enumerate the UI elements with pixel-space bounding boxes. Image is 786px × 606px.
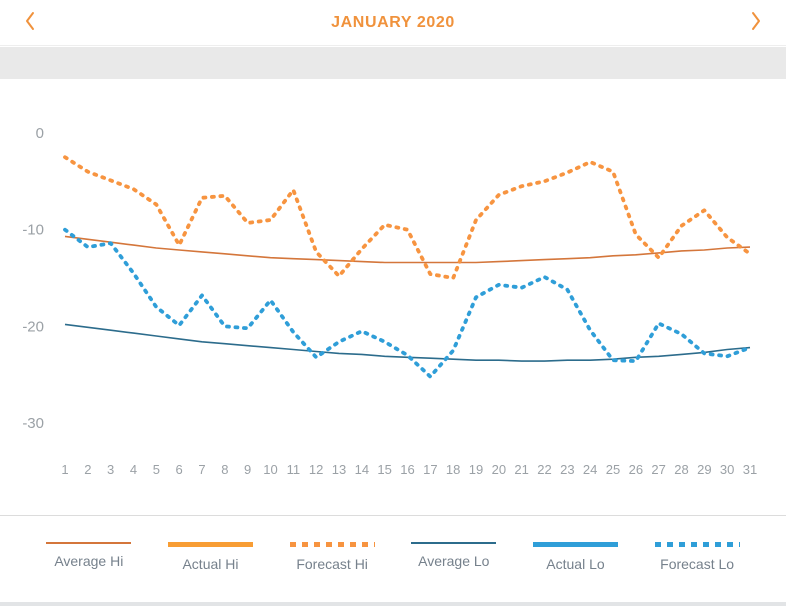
page-title: JANUARY 2020 bbox=[331, 13, 455, 31]
y-axis-tick: 0 bbox=[36, 125, 44, 142]
x-axis-tick: 25 bbox=[606, 462, 620, 477]
x-axis-tick: 24 bbox=[583, 462, 597, 477]
legend-label: Average Hi bbox=[54, 553, 124, 569]
legend-swatch-average-lo bbox=[411, 542, 497, 544]
legend-item-forecast-hi[interactable]: Forecast Hi bbox=[277, 542, 387, 572]
x-axis-tick: 8 bbox=[221, 462, 228, 477]
legend-label: Forecast Lo bbox=[660, 556, 735, 572]
chevron-left-icon bbox=[24, 11, 36, 34]
x-axis-tick: 20 bbox=[492, 462, 506, 477]
chart-legend: Average Hi Actual Hi Forecast Hi Average… bbox=[0, 515, 786, 602]
legend-label: Average Lo bbox=[418, 553, 490, 569]
bottom-strip bbox=[0, 602, 786, 606]
series-forecast-hi bbox=[63, 155, 752, 280]
x-axis-tick: 11 bbox=[287, 462, 301, 477]
x-axis-tick: 19 bbox=[469, 462, 483, 477]
x-axis-tick: 2 bbox=[84, 462, 91, 477]
legend-item-forecast-lo[interactable]: Forecast Lo bbox=[642, 542, 752, 572]
legend-swatch-forecast-hi bbox=[289, 542, 375, 547]
legend-label: Forecast Hi bbox=[296, 556, 368, 572]
y-axis-tick: -20 bbox=[22, 318, 44, 335]
chevron-right-icon bbox=[750, 11, 762, 34]
prev-month-button[interactable] bbox=[16, 7, 44, 39]
x-axis-tick: 3 bbox=[107, 462, 114, 477]
y-axis-tick: -30 bbox=[22, 415, 44, 432]
legend-item-average-hi[interactable]: Average Hi bbox=[34, 542, 144, 569]
x-axis-tick: 4 bbox=[130, 462, 137, 477]
legend-swatch-average-hi bbox=[46, 542, 132, 544]
legend-item-actual-lo[interactable]: Actual Lo bbox=[520, 542, 630, 572]
x-axis-tick: 26 bbox=[629, 462, 643, 477]
x-axis-tick: 7 bbox=[198, 462, 205, 477]
x-axis-tick: 9 bbox=[244, 462, 251, 477]
x-axis-tick: 5 bbox=[153, 462, 160, 477]
x-axis-tick: 14 bbox=[355, 462, 369, 477]
x-axis-tick: 30 bbox=[720, 462, 734, 477]
next-month-button[interactable] bbox=[742, 7, 770, 39]
chart-svg: 0-10-20-301 2 3 4 5 6 7 8 9 10 11 12 13 14 15 16 17 18 19 2… bbox=[22, 125, 757, 477]
x-axis-tick: 23 bbox=[560, 462, 574, 477]
legend-label: Actual Lo bbox=[546, 556, 605, 572]
series-forecast-lo bbox=[63, 227, 752, 379]
x-axis-tick: 10 bbox=[263, 462, 277, 477]
x-axis-tick: 12 bbox=[309, 462, 323, 477]
temperature-chart: 0 -10 -20 -30 1 2 3 4 5 6 7 8 9 10 11 12 13 14 15 16 17 18 19 2… bbox=[0, 79, 786, 515]
x-axis-tick: 28 bbox=[674, 462, 688, 477]
legend-swatch-forecast-lo bbox=[654, 542, 740, 547]
x-axis-tick: 27 bbox=[651, 462, 665, 477]
header-divider-band bbox=[0, 47, 786, 79]
x-axis-tick: 13 bbox=[332, 462, 346, 477]
legend-item-average-lo[interactable]: Average Lo bbox=[399, 542, 509, 569]
series-average-hi bbox=[64, 235, 751, 264]
x-axis-tick: 21 bbox=[514, 462, 528, 477]
x-axis-tick: 18 bbox=[446, 462, 460, 477]
x-axis-tick: 17 bbox=[423, 462, 437, 477]
x-axis-tick: 29 bbox=[697, 462, 711, 477]
y-axis-tick: -10 bbox=[22, 222, 44, 239]
legend-item-actual-hi[interactable]: Actual Hi bbox=[155, 542, 265, 572]
series-average-lo bbox=[64, 323, 751, 362]
x-axis-tick: 16 bbox=[400, 462, 414, 477]
x-axis-tick: 6 bbox=[176, 462, 183, 477]
month-nav-header: JANUARY 2020 bbox=[0, 0, 786, 46]
legend-swatch-actual-lo bbox=[532, 542, 618, 547]
legend-swatch-actual-hi bbox=[167, 542, 253, 547]
x-axis-tick: 22 bbox=[537, 462, 551, 477]
x-axis-tick: 15 bbox=[377, 462, 391, 477]
x-axis-tick: 31 bbox=[743, 462, 757, 477]
x-axis-tick: 1 bbox=[61, 462, 68, 477]
legend-label: Actual Hi bbox=[182, 556, 239, 572]
